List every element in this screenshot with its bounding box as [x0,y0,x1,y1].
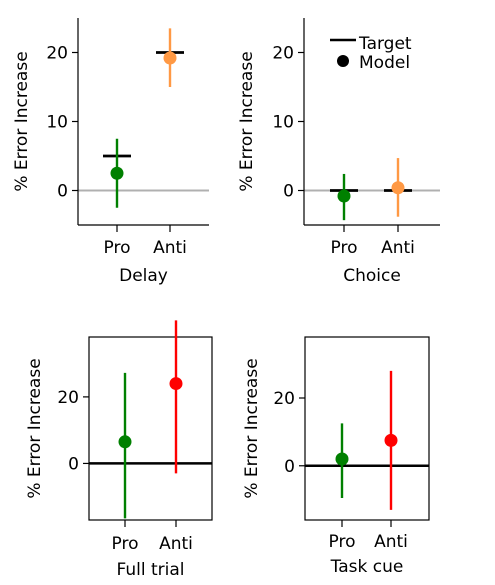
y-tick-label: 0 [57,182,68,202]
legend: Target Model [330,34,412,73]
y-tick-label: 20 [273,389,295,409]
y-axis-title: % Error Increase [237,51,257,191]
y-tick-label: 10 [272,113,294,133]
model-point-pro [118,435,132,449]
y-axis-title: % Error Increase [242,358,262,498]
x-tick-label-anti: Anti [374,532,408,552]
panel-full-trial: 0 20 Pro Anti Full trial % Error Increase [25,320,213,580]
x-axis-title: Choice [343,266,401,286]
panel-delay: 0 10 20 Pro Anti Delay % Error Increase [12,18,209,286]
x-tick-label-pro: Pro [112,534,139,554]
model-point-anti [163,51,177,65]
y-tick-label: 20 [57,388,79,408]
legend-target-label: Target [358,34,412,54]
x-axis-title: Delay [119,266,168,286]
model-point-anti [384,433,398,447]
model-point-anti [169,377,183,391]
y-axis-title: % Error Increase [12,51,32,191]
x-tick-label-anti: Anti [153,238,187,258]
y-axis-title: % Error Increase [25,358,45,498]
legend-model-marker-icon [337,55,349,67]
y-tick-label: 0 [284,457,295,477]
model-point-pro [337,189,351,203]
y-tick-label: 20 [272,44,294,64]
x-tick-label-pro: Pro [104,238,131,258]
axes-frame [304,336,430,521]
axes-frame [88,336,213,521]
x-tick-label-anti: Anti [381,238,415,258]
y-tick-label: 20 [46,44,68,64]
model-point-anti [391,181,405,195]
x-tick-label-pro: Pro [329,532,356,552]
x-tick-label-anti: Anti [159,534,193,554]
model-point-pro [110,166,124,180]
panel-choice: 0 10 20 Pro Anti Choice % Error Increase [237,18,440,286]
x-tick-label-pro: Pro [331,238,358,258]
legend-model-label: Model [359,53,410,73]
x-axis-title: Full trial [117,560,185,580]
model-point-pro [335,452,349,466]
y-tick-label: 0 [283,182,294,202]
x-axis-title: Task cue [330,557,404,577]
panel-task-cue: 0 20 Pro Anti Task cue % Error Increase [242,336,430,577]
y-tick-label: 0 [68,454,79,474]
y-tick-label: 10 [46,113,68,133]
